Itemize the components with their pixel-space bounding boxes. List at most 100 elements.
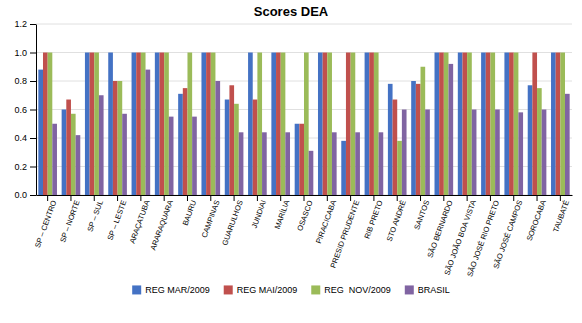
bar xyxy=(285,132,290,195)
bar xyxy=(299,124,304,195)
legend: REG MAR/2009REG MAI/2009REG NOV/2009BRAS… xyxy=(132,285,450,295)
y-tick: 1.2 xyxy=(14,19,36,29)
x-tick-label: STO ANDRÉ xyxy=(385,199,408,243)
y-tick-mark xyxy=(30,110,36,111)
bar xyxy=(99,95,104,195)
bar xyxy=(388,84,393,195)
legend-item: REG MAR/2009 xyxy=(132,285,210,295)
bar xyxy=(38,70,43,195)
x-tick: PRESID PRUDENTE xyxy=(328,195,361,269)
bar xyxy=(201,53,206,196)
x-tick-mark xyxy=(210,195,211,201)
bar-series xyxy=(43,53,560,196)
y-tick-mark xyxy=(30,81,36,82)
x-tick: MARÍLIA xyxy=(273,195,292,230)
x-tick: PIRACICABA xyxy=(314,195,338,245)
bar xyxy=(346,53,351,196)
bar xyxy=(169,117,174,195)
x-tick: RIB PRETO xyxy=(362,195,384,240)
legend-swatch xyxy=(224,285,233,294)
x-tick: STO ANDRÉ xyxy=(385,195,408,243)
x-tick-label: OSASCO xyxy=(295,199,314,232)
bar xyxy=(118,81,123,195)
y-tick-mark xyxy=(30,24,36,25)
bar xyxy=(439,53,444,196)
x-tick-label: SÃO JOSÉ CAMPOS xyxy=(491,199,524,270)
grid xyxy=(36,24,572,195)
bar xyxy=(514,53,519,196)
bar xyxy=(327,53,332,196)
x-tick-label: RIB PRETO xyxy=(362,199,384,240)
bar xyxy=(504,53,509,196)
y-tick: 0.4 xyxy=(14,133,36,143)
x-tick-mark xyxy=(443,195,444,201)
x-tick-mark xyxy=(373,195,374,201)
bars xyxy=(38,53,569,196)
y-tick-mark xyxy=(30,138,36,139)
x-tick-mark xyxy=(94,195,95,201)
bar xyxy=(509,53,514,196)
bar xyxy=(318,53,323,196)
bar xyxy=(551,53,556,196)
bar xyxy=(52,124,57,195)
bar-series xyxy=(52,64,569,195)
bar xyxy=(155,53,160,196)
bar xyxy=(183,88,188,195)
x-tick: BAURU xyxy=(181,195,198,227)
bar xyxy=(416,84,421,195)
bar xyxy=(379,132,384,195)
x-tick-label: GUARULHOS xyxy=(220,199,245,247)
legend-swatch xyxy=(405,285,414,294)
bar xyxy=(295,124,300,195)
bar xyxy=(187,53,192,196)
bar xyxy=(229,85,234,195)
bar xyxy=(309,151,314,195)
bar xyxy=(323,53,328,196)
bar xyxy=(276,53,281,196)
bar xyxy=(448,64,453,195)
legend-swatch xyxy=(132,285,141,294)
bar xyxy=(132,53,137,196)
y-tick-label: 0.0 xyxy=(14,190,27,200)
y-tick: 0.0 xyxy=(14,190,36,200)
x-tick-mark xyxy=(47,195,48,201)
legend-item: REG NOV/2009 xyxy=(311,285,391,295)
y-tick-label: 1.0 xyxy=(14,48,27,58)
bar xyxy=(160,53,165,196)
bar xyxy=(393,100,398,195)
x-tick-label: JUNDIAI xyxy=(250,199,268,229)
x-tick-mark xyxy=(420,195,421,201)
x-tick: SP – SUL xyxy=(85,195,105,233)
bar xyxy=(462,53,467,196)
bar xyxy=(146,70,151,195)
bar xyxy=(122,114,127,195)
bar xyxy=(206,53,211,196)
x-tick: ARARAQUARA xyxy=(148,195,174,251)
bar xyxy=(43,53,48,196)
y-tick-label: 0.6 xyxy=(14,105,27,115)
bar xyxy=(542,110,547,196)
title: Scores DEA xyxy=(254,4,329,19)
x-tick-mark xyxy=(280,195,281,201)
x-tick-label: ARARAQUARA xyxy=(148,199,174,251)
bar xyxy=(211,53,216,196)
bar xyxy=(85,53,90,196)
y-tick: 0.2 xyxy=(14,162,36,172)
x-tick-label: CAMPINAS xyxy=(200,199,222,239)
plot: 0.00.20.40.60.81.01.2SP – CENTROSP – NOR… xyxy=(14,19,572,278)
x-tick: SOROCABA xyxy=(525,195,548,242)
bar xyxy=(341,141,346,195)
x-tick-mark xyxy=(187,195,188,201)
x-axis: SP – CENTROSP – NORTESP – SULSP – LESTEA… xyxy=(33,195,573,278)
legend-label: REG MAI/2009 xyxy=(237,285,298,295)
bar xyxy=(490,53,495,196)
x-tick-mark xyxy=(164,195,165,201)
bar xyxy=(560,53,565,196)
bar xyxy=(94,53,99,196)
bar xyxy=(421,67,426,195)
x-tick: SP – CENTRO xyxy=(33,195,59,249)
bar xyxy=(178,94,183,195)
legend-swatch xyxy=(311,285,320,294)
x-tick-label: SOROCABA xyxy=(525,199,548,242)
bar xyxy=(486,53,491,196)
